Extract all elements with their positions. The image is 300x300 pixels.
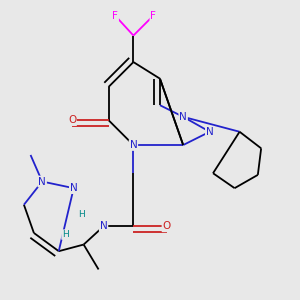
Text: F: F bbox=[112, 11, 118, 21]
Text: N: N bbox=[38, 176, 46, 187]
Text: N: N bbox=[206, 127, 214, 137]
Text: N: N bbox=[130, 140, 137, 150]
Text: H: H bbox=[79, 210, 86, 219]
Text: N: N bbox=[100, 221, 107, 231]
Text: H: H bbox=[62, 230, 69, 239]
Text: O: O bbox=[163, 221, 171, 231]
Text: N: N bbox=[179, 112, 187, 122]
Text: N: N bbox=[70, 183, 78, 193]
Text: O: O bbox=[68, 115, 76, 125]
Text: F: F bbox=[150, 11, 156, 21]
